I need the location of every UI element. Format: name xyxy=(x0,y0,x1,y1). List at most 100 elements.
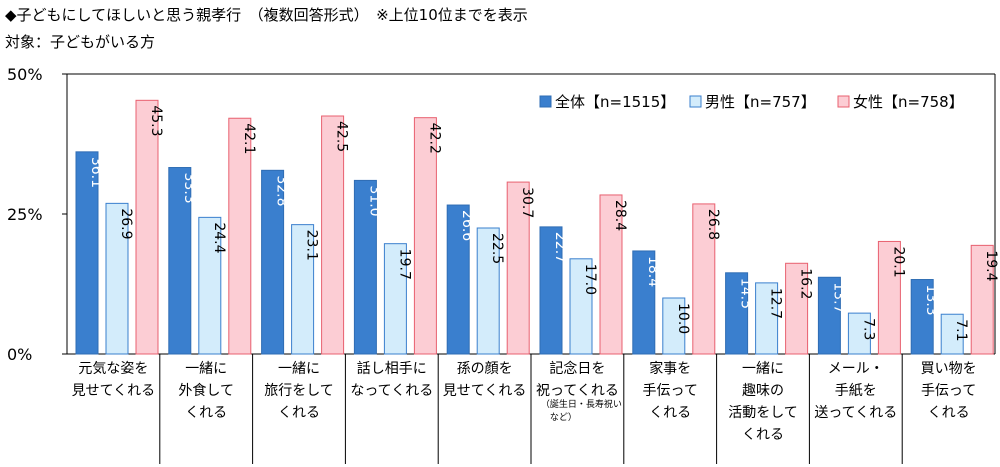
data-label: 26.9 xyxy=(118,208,134,239)
bar xyxy=(755,282,779,355)
bar xyxy=(198,216,222,355)
category-label: 手紙を xyxy=(835,383,877,399)
category-label: くれる xyxy=(928,405,970,421)
data-label: 33.3 xyxy=(181,173,197,204)
data-label: 42.2 xyxy=(426,123,442,154)
data-label: 18.4 xyxy=(645,256,661,287)
data-label: 7.1 xyxy=(953,319,969,341)
category-label: 手伝って xyxy=(643,383,698,399)
bar xyxy=(135,99,159,355)
category-label: 旅行をして xyxy=(264,383,334,399)
data-label: 31.0 xyxy=(366,185,382,216)
data-label: 13.3 xyxy=(923,285,939,316)
bar xyxy=(785,262,809,355)
data-label: 17.0 xyxy=(582,264,598,295)
data-label: 12.7 xyxy=(768,288,784,319)
category-label: なってくれる xyxy=(350,383,433,399)
data-label: 19.4 xyxy=(983,250,999,281)
data-label: 19.7 xyxy=(396,249,412,280)
data-label: 26.6 xyxy=(459,210,475,241)
bar xyxy=(847,312,871,355)
category-label: 趣味の xyxy=(742,383,784,399)
bar xyxy=(321,115,345,355)
chart-subtitle: 対象：子どもがいる方 xyxy=(5,33,156,51)
data-label: 23.1 xyxy=(304,230,320,261)
category-label: 買い物を xyxy=(921,361,977,377)
data-label: 14.5 xyxy=(738,278,754,309)
category-label: 元気な姿を xyxy=(78,361,148,377)
bar xyxy=(940,313,964,355)
legend-label: 全体【n=1515】 xyxy=(555,93,675,111)
bar xyxy=(261,169,285,355)
bar xyxy=(817,276,841,355)
category-label: くれる xyxy=(649,405,691,421)
legend-swatch xyxy=(837,95,850,108)
bar xyxy=(662,297,686,355)
bar xyxy=(692,203,716,355)
data-label: 13.7 xyxy=(830,282,846,313)
bar xyxy=(228,117,252,355)
legend-swatch xyxy=(689,95,702,108)
category-label: 祝ってくれる xyxy=(536,383,619,399)
category-label: 記念日を xyxy=(549,360,605,377)
data-label: 42.1 xyxy=(241,123,257,154)
data-label: 22.5 xyxy=(489,233,505,264)
bar xyxy=(168,167,192,355)
category-label: 外食して xyxy=(178,382,234,399)
y-tick-label: 25% xyxy=(7,205,43,224)
category-label: 話し相手に xyxy=(357,360,427,377)
category-label: 見せてくれる xyxy=(72,383,156,399)
y-tick-label: 0% xyxy=(7,345,32,364)
bar xyxy=(476,227,500,355)
data-label: 20.1 xyxy=(890,246,906,277)
data-label: 24.4 xyxy=(211,222,227,253)
data-label: 26.8 xyxy=(705,209,721,240)
bar xyxy=(291,224,315,355)
category-label: くれる xyxy=(278,405,320,421)
category-label: くれる xyxy=(742,427,784,443)
data-label: 32.8 xyxy=(274,175,290,206)
data-label: 7.3 xyxy=(860,318,876,340)
category-label: 孫の顔を xyxy=(457,361,513,377)
data-label: 42.5 xyxy=(334,121,350,152)
category-label: 見せてくれる xyxy=(443,383,527,399)
bar xyxy=(413,117,437,355)
bar xyxy=(446,204,470,355)
category-label: 一緒に xyxy=(185,361,227,377)
category-label: 送ってくれる xyxy=(814,405,897,421)
category-note: など） xyxy=(550,412,577,423)
category-label: 一緒に xyxy=(278,361,320,377)
bar xyxy=(383,243,407,355)
legend-swatch xyxy=(539,95,552,108)
data-label: 45.3 xyxy=(148,105,164,136)
bar xyxy=(569,258,593,355)
bar xyxy=(910,279,934,355)
bar xyxy=(539,226,563,355)
data-label: 36.1 xyxy=(88,157,104,188)
data-label: 16.2 xyxy=(798,268,814,299)
data-label: 22.7 xyxy=(552,232,568,263)
category-label: 活動をして xyxy=(728,405,798,421)
bar xyxy=(506,181,530,355)
data-label: 28.4 xyxy=(612,200,628,231)
chart-title: ◆子どもにしてほしいと思う親孝行 （複数回答形式） ※上位10位までを表示 xyxy=(5,6,528,24)
data-label: 30.7 xyxy=(519,187,535,218)
data-label: 10.0 xyxy=(675,303,691,334)
category-label: 家事を xyxy=(649,360,691,377)
bar xyxy=(725,272,749,355)
bar xyxy=(877,240,901,355)
category-label: 一緒に xyxy=(742,361,784,377)
bar xyxy=(599,194,623,355)
bar xyxy=(75,151,99,355)
bar xyxy=(105,202,129,355)
category-label: くれる xyxy=(185,405,227,421)
bar xyxy=(353,179,377,355)
y-tick-label: 50% xyxy=(7,65,43,84)
category-label: 手伝って xyxy=(921,383,976,399)
category-label: メール・ xyxy=(828,361,884,377)
legend-label: 男性【n=757】 xyxy=(705,93,816,111)
bar xyxy=(632,250,656,355)
bar xyxy=(970,244,994,355)
